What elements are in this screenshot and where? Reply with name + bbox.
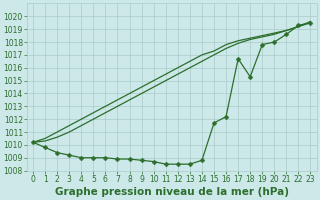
X-axis label: Graphe pression niveau de la mer (hPa): Graphe pression niveau de la mer (hPa)	[55, 187, 289, 197]
